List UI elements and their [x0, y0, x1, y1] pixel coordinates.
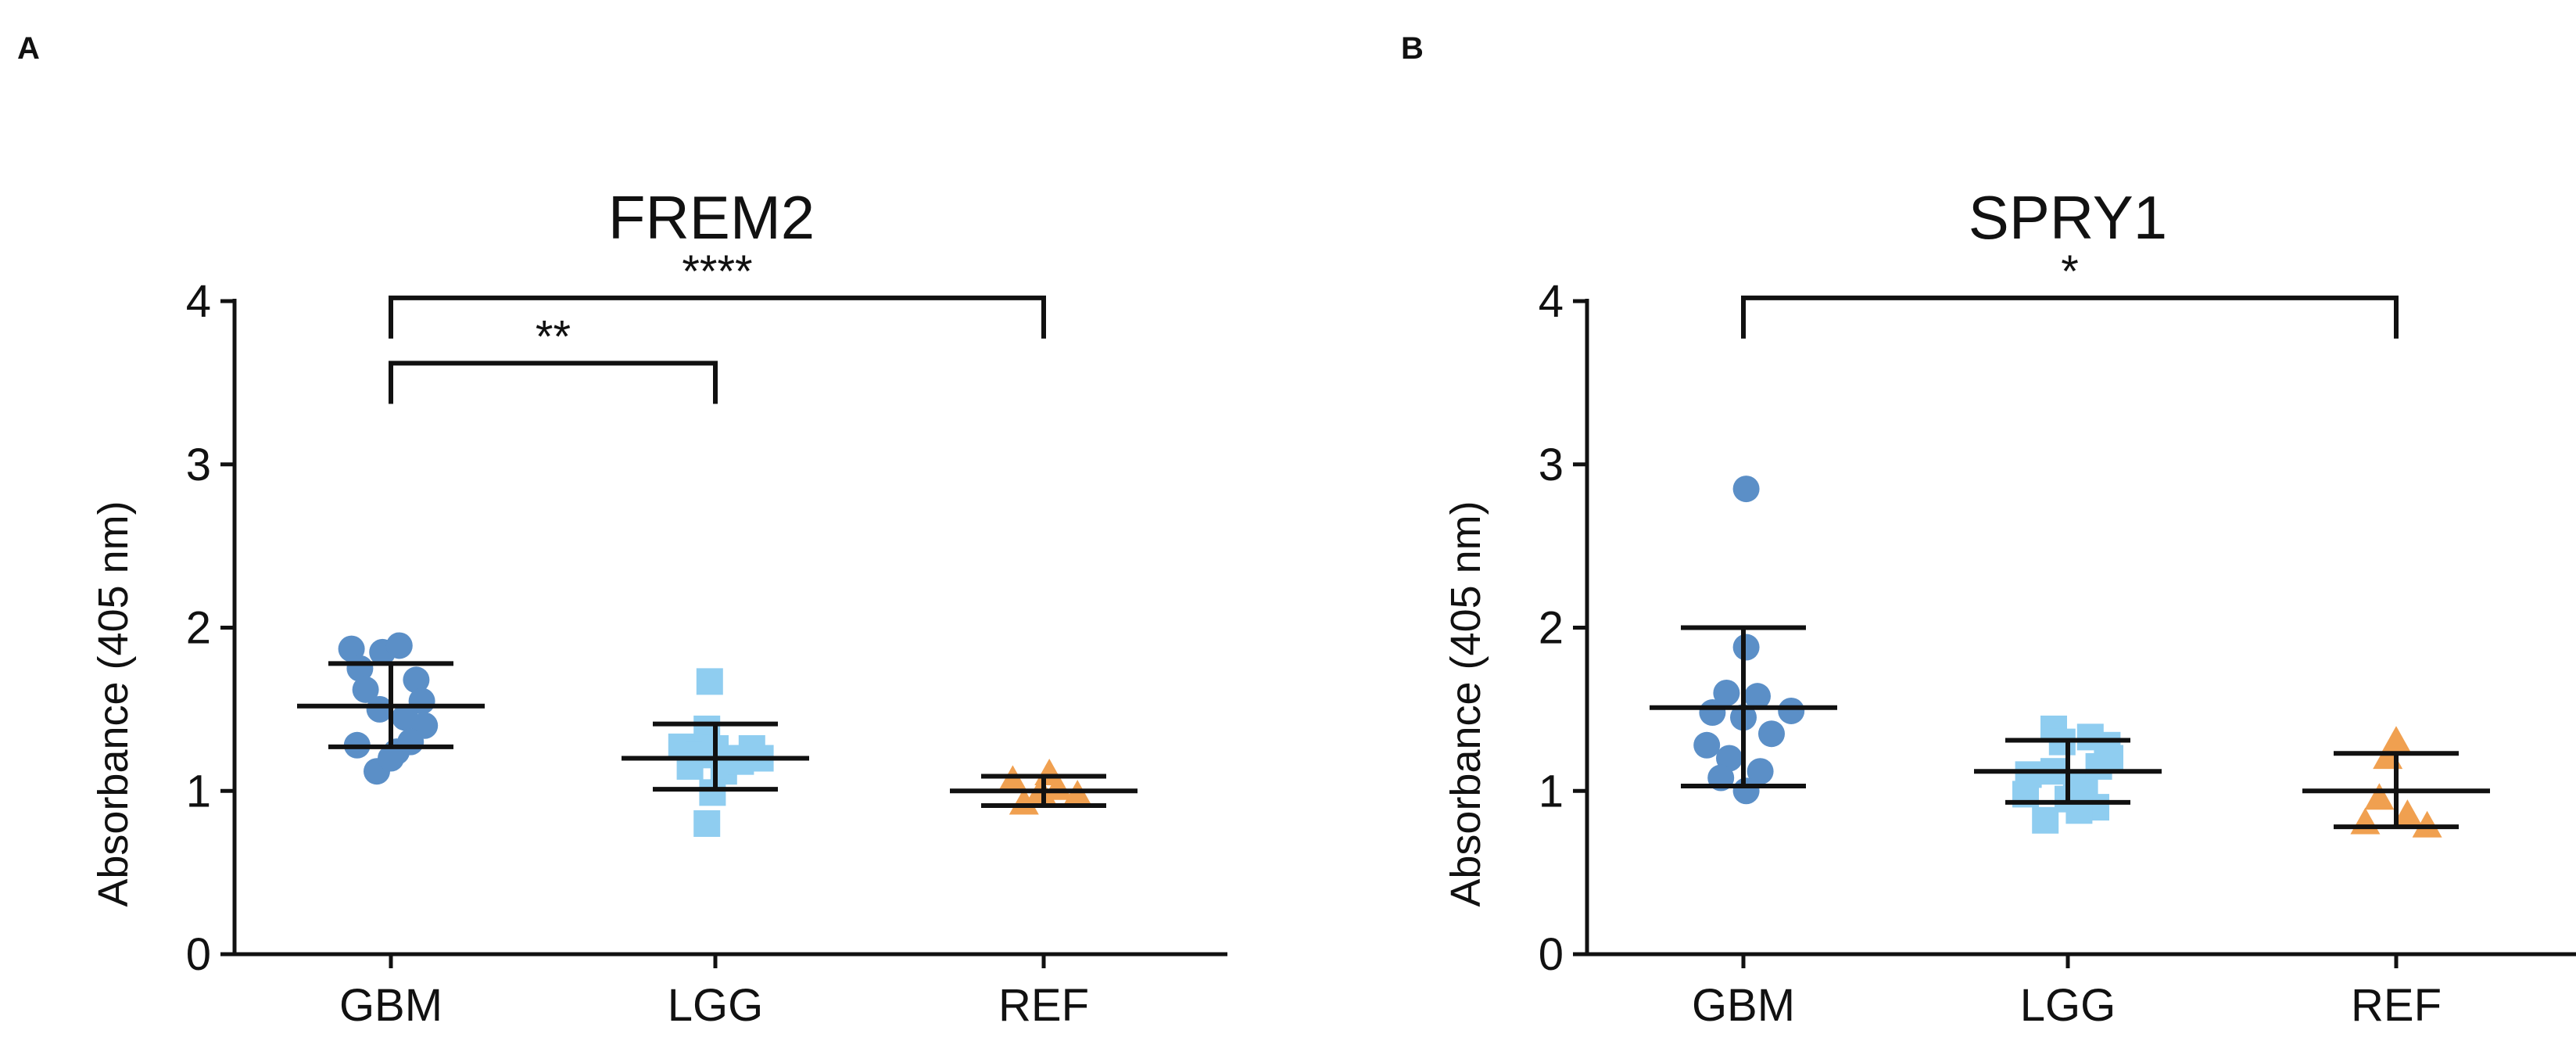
- panel-frem2: A FREM2 Absorbance (405 nm) 0 1 2 3 4 GBM LGG R…: [17, 31, 1227, 1031]
- y-tick-label-frem2: 4: [186, 276, 211, 327]
- data-point-frem2-gbm: [352, 676, 379, 703]
- data-point-spry1-lgg: [2032, 806, 2059, 834]
- series-spry1-ref: [2350, 726, 2442, 838]
- significance-label-frem2-0: **: [536, 311, 571, 362]
- data-point-spry1-ref: [2412, 810, 2442, 838]
- y-axis-label-frem2: Absorbance (405 nm): [90, 501, 137, 906]
- x-tick-label-spry1-lgg: LGG: [2020, 980, 2116, 1031]
- x-tick-label-spry1-gbm: GBM: [1692, 980, 1795, 1031]
- data-point-spry1-gbm: [1713, 680, 1740, 706]
- x-tick-label-frem2-ref: REF: [998, 980, 1089, 1031]
- series-spry1-gbm: [1693, 476, 1805, 805]
- data-point-spry1-gbm: [1732, 476, 1760, 503]
- data-point-spry1-gbm: [1758, 720, 1785, 748]
- significance-bracket-frem2-1: [389, 295, 1046, 339]
- data-point-spry1-gbm: [1699, 699, 1726, 727]
- data-point-spry1-gbm: [1744, 683, 1771, 710]
- data-point-spry1-gbm: [1778, 697, 1805, 724]
- series-frem2-lgg: [668, 668, 774, 837]
- data-point-spry1-gbm: [1747, 758, 1774, 785]
- data-point-frem2-ref: [1043, 773, 1073, 800]
- plot-area-spry1: 0 1 2 3 4 GBM LGG REF *: [1539, 246, 2576, 1031]
- significance-bracket-frem2-0: [389, 361, 718, 404]
- y-tick-label-spry1: 2: [1539, 603, 1564, 654]
- y-tick-label-frem2: 1: [186, 766, 211, 817]
- x-tick-label-spry1-ref: REF: [2351, 980, 2442, 1031]
- significance-label-frem2-1: ****: [682, 246, 752, 297]
- y-tick-label-spry1: 4: [1539, 276, 1564, 327]
- series-frem2-gbm: [338, 632, 439, 785]
- significance-bracket-spry1-0: [1741, 295, 2399, 339]
- y-axis-label-spry1: Absorbance (405 nm): [1442, 501, 1489, 906]
- data-point-frem2-lgg: [696, 668, 723, 695]
- y-tick-label-frem2: 2: [186, 603, 211, 654]
- data-point-spry1-gbm: [1732, 634, 1760, 661]
- data-point-spry1-ref: [2350, 807, 2381, 835]
- y-tick-label-spry1: 0: [1539, 929, 1564, 980]
- data-point-frem2-gbm: [385, 632, 413, 659]
- panel-letter-b: B: [1401, 31, 1424, 66]
- data-point-spry1-ref: [2392, 799, 2423, 827]
- x-tick-label-frem2-gbm: GBM: [339, 980, 442, 1031]
- panel-spry1: B SPRY1 Absorbance (405 nm) 0 1 2 3 4 GBM LGG R…: [1401, 31, 2576, 1031]
- data-point-frem2-gbm: [366, 695, 393, 723]
- y-tick-label-frem2: 0: [186, 929, 211, 980]
- data-point-frem2-ref: [1009, 788, 1039, 815]
- panel-letter-a: A: [17, 31, 40, 66]
- y-tick-label-spry1: 1: [1539, 766, 1564, 817]
- chart-title-spry1: SPRY1: [1969, 183, 2167, 252]
- y-tick-label-frem2: 3: [186, 440, 211, 490]
- data-point-spry1-gbm: [1732, 777, 1760, 805]
- data-point-frem2-gbm: [403, 666, 430, 694]
- chart-title-frem2: FREM2: [608, 183, 815, 252]
- data-point-frem2-lgg: [693, 810, 721, 837]
- data-point-frem2-gbm: [378, 745, 404, 772]
- data-point-spry1-gbm: [1693, 731, 1721, 759]
- data-point-frem2-lgg: [699, 779, 726, 806]
- y-tick-label-spry1: 3: [1539, 440, 1564, 490]
- data-point-spry1-lgg: [2085, 752, 2112, 780]
- x-tick-label-frem2-lgg: LGG: [668, 980, 764, 1031]
- data-point-spry1-ref: [2364, 783, 2395, 810]
- significance-label-spry1-0: *: [2061, 246, 2079, 297]
